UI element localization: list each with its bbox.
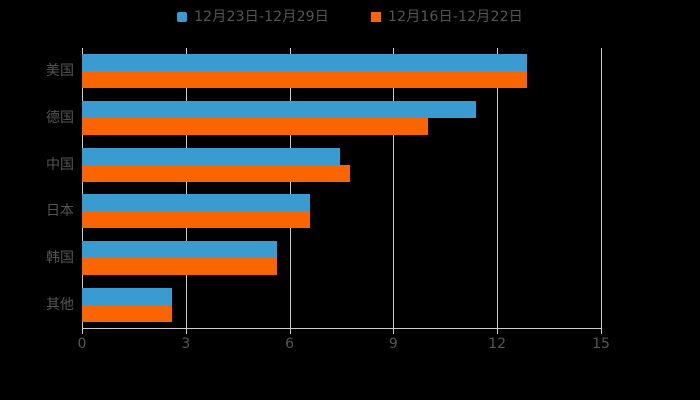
bar[interactable] (82, 211, 311, 229)
y-axis-labels: 美国德国中国日本韩国其他 (0, 48, 74, 328)
y-axis-tick-label: 其他 (46, 296, 74, 313)
legend-item-series-1[interactable]: 12月16日-12月22日 (371, 10, 523, 24)
bar[interactable] (82, 101, 477, 118)
gridline (289, 48, 291, 328)
x-axis-tick-mark (289, 328, 291, 334)
y-axis-tick-label: 德国 (46, 110, 74, 126)
x-axis-tick-label: 3 (181, 336, 191, 352)
bar[interactable] (82, 164, 351, 182)
bar[interactable] (82, 118, 428, 135)
bar[interactable] (82, 241, 278, 258)
gridline (185, 48, 187, 328)
y-axis-tick-label: 中国 (46, 156, 74, 173)
gridline (601, 48, 602, 328)
x-axis-tick-label: 6 (285, 336, 295, 352)
bar[interactable] (82, 287, 172, 305)
y-axis-tick-label: 美国 (46, 63, 74, 80)
bar[interactable] (82, 71, 527, 89)
x-axis-tick-mark (82, 328, 83, 334)
legend-label-series-0: 12月23日-12月29日 (194, 9, 329, 25)
chart-legend: 12月23日-12月29日 12月16日-12月22日 (0, 6, 700, 28)
bar[interactable] (82, 147, 340, 165)
legend-marker-square-icon (371, 12, 381, 22)
bar[interactable] (82, 258, 278, 275)
bar[interactable] (82, 54, 527, 72)
plot-area (82, 48, 602, 328)
y-axis-tick-label: 日本 (46, 203, 74, 220)
bar[interactable] (82, 304, 172, 322)
x-axis-tick-label: 0 (77, 336, 87, 352)
x-axis-tick-mark (497, 328, 499, 334)
x-axis-tick-mark (601, 328, 602, 334)
x-axis-tick-mark (185, 328, 187, 334)
x-axis-tick-label: 15 (592, 336, 610, 352)
x-axis-tick-label: 12 (488, 336, 507, 352)
legend-label-series-1: 12月16日-12月22日 (388, 9, 523, 25)
x-axis-line (82, 328, 601, 329)
legend-marker-circle-icon (177, 12, 188, 22)
legend-item-series-0[interactable]: 12月23日-12月29日 (177, 10, 329, 24)
gridline (393, 48, 395, 328)
gridline (497, 48, 499, 328)
x-axis-tick-label: 9 (388, 336, 398, 352)
y-axis-tick-label: 韩国 (46, 250, 74, 266)
gridline (82, 48, 83, 328)
x-axis-tick-mark (393, 328, 395, 334)
bar[interactable] (82, 194, 311, 212)
